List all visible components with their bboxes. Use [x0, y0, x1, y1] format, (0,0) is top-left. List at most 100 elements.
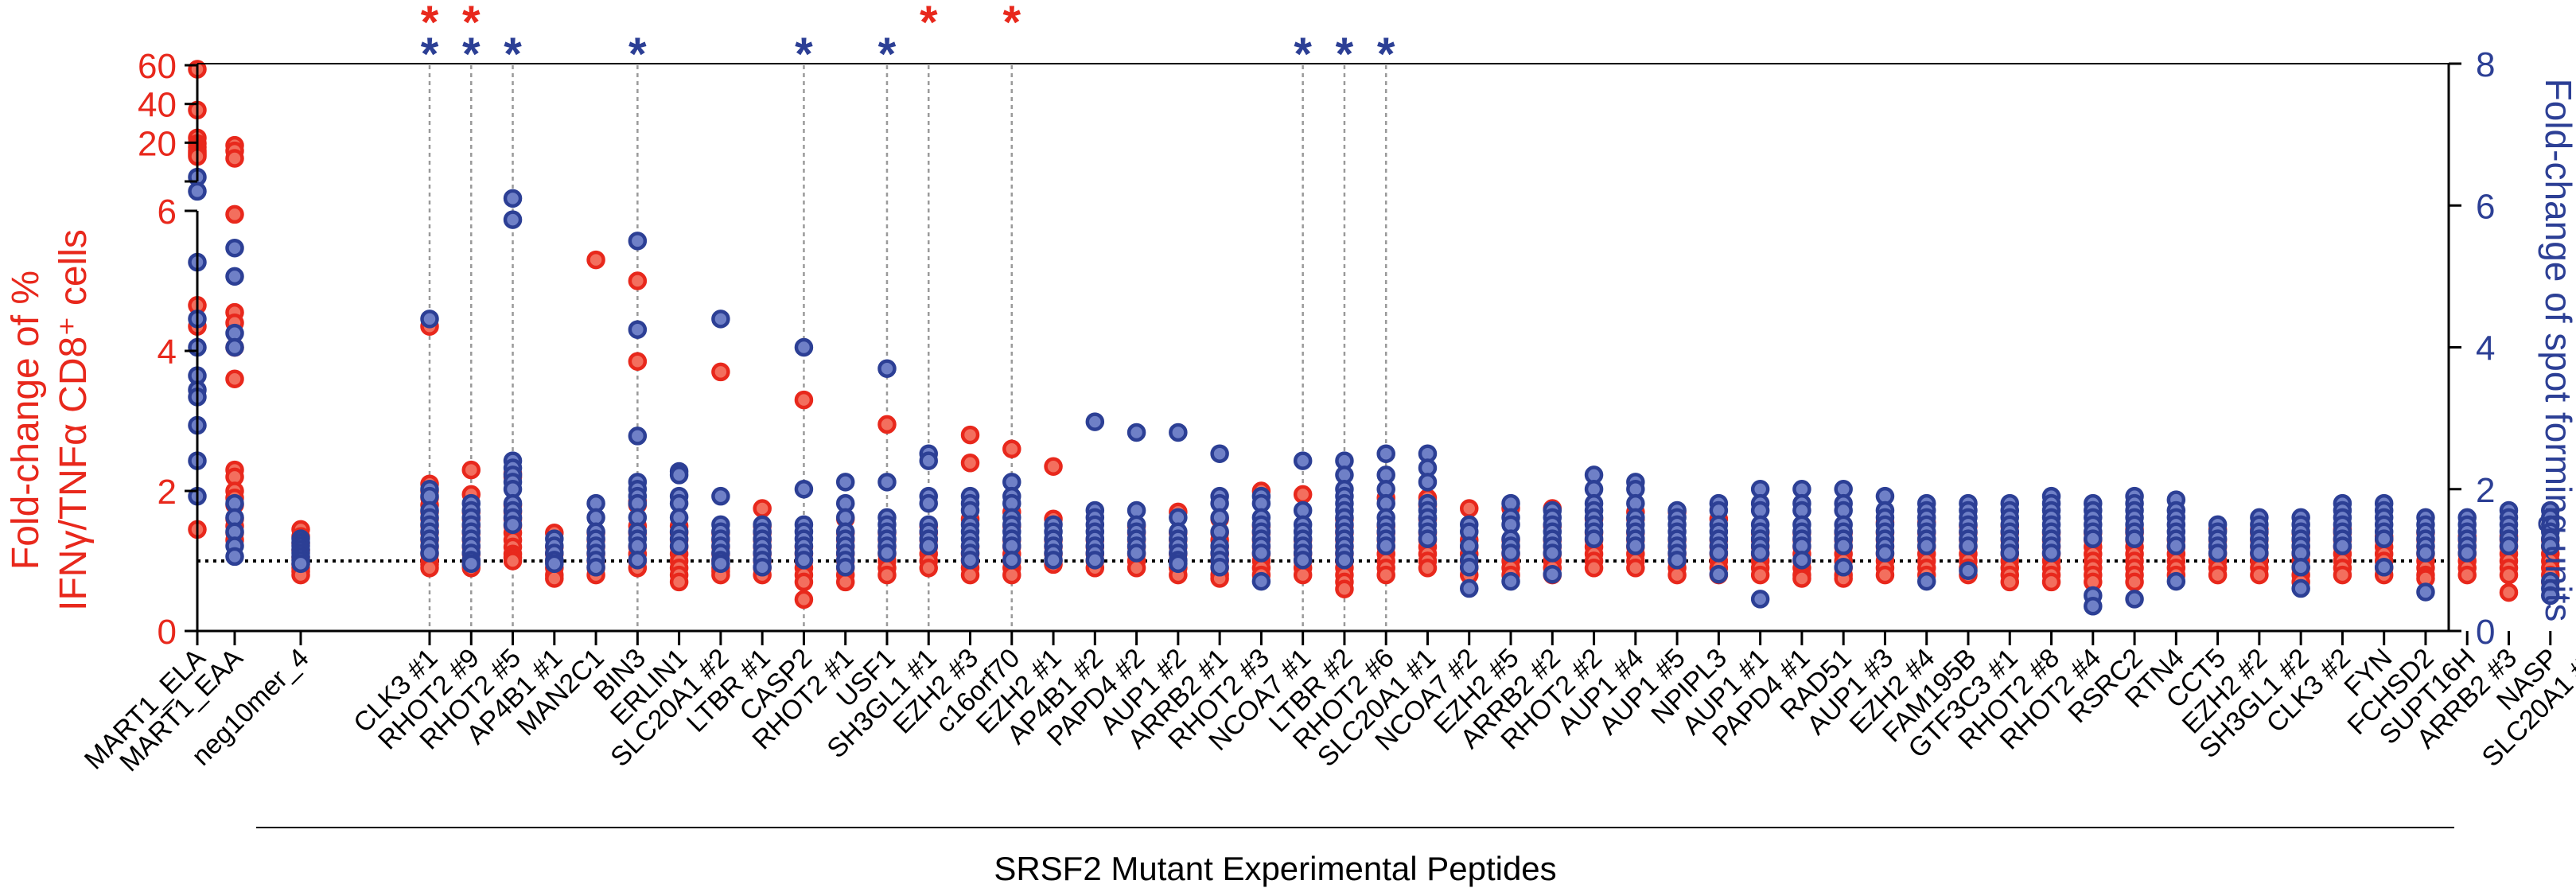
point-red — [669, 572, 689, 592]
right-axis-label: Fold-change of spot forming units — [2538, 79, 2576, 622]
point-blue — [461, 554, 481, 574]
point-red — [2250, 565, 2269, 585]
point-red — [2457, 565, 2477, 585]
point-blue — [1792, 551, 1811, 570]
point-blue — [669, 465, 689, 485]
left-axis-label-line2: IFNγ/TNFα CD8⁺ cells — [53, 229, 95, 611]
point-blue — [545, 554, 564, 574]
point-blue — [1501, 543, 1520, 563]
point-red — [1667, 565, 1687, 585]
significance-star-blue: * — [462, 29, 481, 80]
point-blue — [835, 558, 855, 577]
point-blue — [2291, 578, 2310, 598]
point-blue — [2291, 558, 2310, 577]
right-tick-label: 4 — [2476, 329, 2495, 368]
left-tick-label: 6 — [158, 193, 177, 232]
point-blue — [2166, 536, 2186, 555]
point-blue — [1667, 551, 1687, 570]
point-blue — [1834, 558, 1853, 577]
point-blue — [1584, 529, 1604, 548]
point-blue — [2125, 590, 2144, 609]
right-tick-label: 8 — [2476, 45, 2495, 84]
point-blue — [711, 310, 730, 329]
point-blue — [1210, 444, 1229, 463]
point-red — [2499, 582, 2519, 602]
point-blue — [225, 547, 244, 567]
significance-star-blue: * — [1336, 29, 1354, 80]
point-red — [1127, 559, 1146, 578]
significance-stars: **** * * * ** ** * * — [421, 0, 1395, 80]
point-blue — [628, 232, 648, 251]
point-blue — [628, 426, 648, 446]
significance-star-blue: * — [421, 29, 439, 80]
point-blue — [711, 486, 730, 506]
point-red — [628, 271, 648, 290]
left-tick-label: 20 — [138, 124, 177, 163]
point-red — [960, 565, 980, 585]
point-blue — [835, 473, 855, 492]
point-blue — [1210, 558, 1229, 577]
point-blue — [1916, 536, 1936, 555]
significance-star-red: * — [462, 0, 481, 49]
point-blue — [2499, 536, 2519, 555]
point-red — [2208, 565, 2228, 585]
point-blue — [1085, 551, 1105, 570]
point-blue — [1418, 473, 1438, 492]
point-red — [1626, 559, 1645, 578]
point-blue — [420, 543, 439, 563]
point-red — [2000, 572, 2020, 592]
point-blue — [1875, 543, 1895, 563]
point-blue — [2374, 558, 2394, 577]
point-blue — [877, 543, 897, 563]
significance-star-red: * — [1002, 0, 1021, 49]
point-blue — [2084, 597, 2103, 616]
point-red — [1750, 565, 1770, 585]
point-blue — [1127, 423, 1146, 442]
point-blue — [2041, 543, 2061, 563]
point-blue — [1460, 558, 1479, 577]
point-blue — [503, 515, 523, 535]
left-tick-label: 60 — [138, 47, 177, 86]
left-tick-label: 4 — [158, 333, 177, 372]
point-blue — [794, 480, 814, 499]
point-blue — [1750, 543, 1770, 563]
point-red — [1376, 565, 1395, 585]
point-blue — [1335, 551, 1354, 570]
point-blue — [291, 554, 310, 574]
point-blue — [225, 337, 244, 357]
point-red — [1792, 569, 1811, 588]
point-red — [960, 454, 980, 473]
significance-guides — [428, 65, 1387, 631]
point-blue — [2125, 529, 2144, 548]
point-blue — [2084, 529, 2103, 548]
point-red — [1875, 565, 1895, 585]
point-blue — [2457, 543, 2477, 563]
point-blue — [2541, 586, 2560, 606]
point-red — [835, 572, 855, 592]
point-blue — [1709, 564, 1729, 584]
point-blue — [1085, 412, 1105, 431]
point-blue — [919, 451, 938, 470]
left-tick-label: 40 — [138, 86, 177, 125]
point-blue — [1376, 444, 1395, 463]
data-points — [188, 60, 2560, 616]
point-blue — [919, 493, 938, 513]
significance-star-blue: * — [1377, 29, 1395, 80]
point-blue — [1002, 551, 1021, 570]
significance-star-blue: * — [628, 29, 647, 80]
point-blue — [2541, 536, 2560, 555]
point-red — [794, 390, 814, 410]
point-blue — [1959, 536, 1978, 555]
point-red — [919, 559, 938, 578]
point-blue — [1834, 536, 1853, 555]
left-tick-label: 0 — [158, 613, 177, 652]
point-blue — [877, 359, 897, 378]
point-red — [794, 590, 814, 610]
point-red — [794, 572, 814, 592]
point-blue — [2416, 543, 2435, 563]
left-axis-label-line1: Fold-change of % — [5, 271, 47, 570]
point-blue — [711, 554, 730, 574]
point-red — [225, 204, 244, 224]
point-blue — [1709, 543, 1729, 563]
